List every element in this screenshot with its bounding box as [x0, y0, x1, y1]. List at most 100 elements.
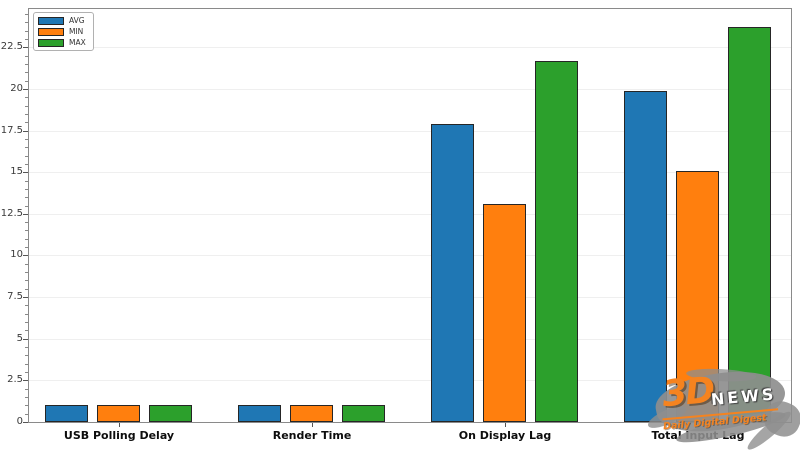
y-minor-tick — [25, 64, 28, 65]
y-minor-tick — [25, 72, 28, 73]
gridline — [29, 131, 791, 132]
y-minor-tick — [25, 81, 28, 82]
bar-max-0 — [149, 405, 192, 422]
bar-max-2 — [535, 61, 578, 422]
y-minor-tick — [25, 272, 28, 273]
y-minor-tick — [25, 239, 28, 240]
x-major-tick — [312, 423, 313, 427]
y-minor-tick — [25, 230, 28, 231]
y-major-tick — [23, 214, 28, 215]
y-minor-tick — [25, 56, 28, 57]
x-major-tick — [505, 423, 506, 427]
bar-min-2 — [483, 204, 526, 422]
bar-max-1 — [342, 405, 385, 422]
y-minor-tick — [25, 364, 28, 365]
y-minor-tick — [25, 355, 28, 356]
y-minor-tick — [25, 39, 28, 40]
y-minor-tick — [25, 31, 28, 32]
y-tick-label: 7.5 — [7, 291, 23, 302]
gridline — [29, 89, 791, 90]
gridline — [29, 297, 791, 298]
y-tick-label: 12.5 — [0, 208, 23, 219]
legend-item: MAX — [38, 38, 86, 47]
bar-avg-1 — [238, 405, 281, 422]
y-minor-tick — [25, 181, 28, 182]
y-minor-tick — [25, 314, 28, 315]
legend-label-min: MIN — [69, 27, 84, 36]
y-minor-tick — [25, 106, 28, 107]
y-minor-tick — [25, 22, 28, 23]
legend-label-avg: AVG — [69, 16, 85, 25]
legend-item: AVG — [38, 16, 86, 25]
y-major-tick — [23, 47, 28, 48]
bar-max-3 — [728, 27, 771, 422]
logo-text: 3D NEWS Daily Digital Digest — [645, 365, 800, 457]
y-tick-label: 2.5 — [7, 374, 23, 385]
y-minor-tick — [25, 114, 28, 115]
legend-patch-min — [38, 27, 64, 36]
legend-patch-avg — [38, 16, 64, 25]
y-minor-tick — [25, 189, 28, 190]
y-major-tick — [23, 380, 28, 381]
y-minor-tick — [25, 372, 28, 373]
gridline — [29, 172, 791, 173]
x-category-label: On Display Lag — [458, 429, 552, 442]
y-minor-tick — [25, 264, 28, 265]
y-tick-label: 5 — [16, 333, 23, 344]
x-major-tick — [119, 423, 120, 427]
y-major-tick — [23, 297, 28, 298]
y-minor-tick — [25, 206, 28, 207]
y-minor-tick — [25, 197, 28, 198]
bar-avg-0 — [45, 405, 88, 422]
gridline — [29, 47, 791, 48]
logo-3d-wordmark: 3D — [660, 369, 715, 416]
y-minor-tick — [25, 97, 28, 98]
y-major-tick — [23, 339, 28, 340]
x-category-label: Render Time — [272, 429, 352, 442]
y-minor-tick — [25, 247, 28, 248]
y-tick-label: 15 — [10, 166, 23, 177]
legend: AVG MIN MAX — [33, 12, 94, 51]
gridline — [29, 214, 791, 215]
y-minor-tick — [25, 305, 28, 306]
y-tick-label: 10 — [10, 249, 23, 260]
x-category-label: USB Polling Delay — [63, 429, 175, 442]
y-tick-label: 17.5 — [0, 125, 23, 136]
y-major-tick — [23, 422, 28, 423]
y-tick-label: 0 — [16, 416, 23, 427]
y-minor-tick — [25, 147, 28, 148]
y-minor-tick — [25, 330, 28, 331]
y-minor-tick — [25, 322, 28, 323]
y-minor-tick — [25, 122, 28, 123]
legend-label-max: MAX — [69, 38, 86, 47]
y-major-tick — [23, 89, 28, 90]
y-minor-tick — [25, 139, 28, 140]
y-minor-tick — [25, 414, 28, 415]
gridline — [29, 380, 791, 381]
y-minor-tick — [25, 397, 28, 398]
y-minor-tick — [25, 14, 28, 15]
y-major-tick — [23, 131, 28, 132]
y-minor-tick — [25, 156, 28, 157]
y-minor-tick — [25, 280, 28, 281]
bar-avg-3 — [624, 91, 667, 422]
plot-area: AVG MIN MAX — [28, 8, 792, 423]
logo-news-wordmark: NEWS — [710, 384, 778, 410]
y-minor-tick — [25, 389, 28, 390]
bar-min-1 — [290, 405, 333, 422]
gridline — [29, 339, 791, 340]
3dnews-logo: 3D NEWS Daily Digital Digest — [645, 361, 800, 457]
bar-min-0 — [97, 405, 140, 422]
y-minor-tick — [25, 222, 28, 223]
y-minor-tick — [25, 405, 28, 406]
y-major-tick — [23, 255, 28, 256]
legend-patch-max — [38, 38, 64, 47]
y-tick-label: 20 — [10, 83, 23, 94]
bar-avg-2 — [431, 124, 474, 422]
y-minor-tick — [25, 289, 28, 290]
y-major-tick — [23, 172, 28, 173]
y-minor-tick — [25, 164, 28, 165]
y-tick-label: 22.5 — [0, 41, 23, 52]
legend-item: MIN — [38, 27, 86, 36]
